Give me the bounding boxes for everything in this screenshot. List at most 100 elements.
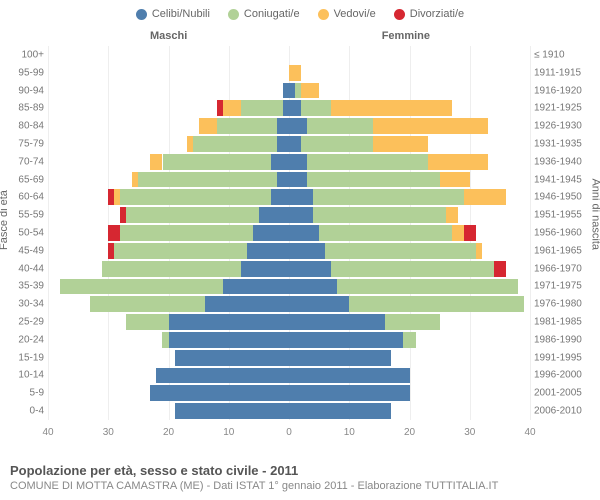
bar-segment bbox=[60, 279, 223, 295]
age-label: 75-79 bbox=[4, 138, 44, 149]
bar-segment bbox=[102, 261, 241, 277]
bar-segment bbox=[452, 225, 464, 241]
females-header: Femmine bbox=[382, 30, 430, 42]
legend-item: Vedovi/e bbox=[318, 8, 376, 20]
birth-year-label: 1971-1975 bbox=[534, 281, 596, 292]
bar-segment bbox=[289, 154, 307, 170]
bar-segment bbox=[307, 118, 373, 134]
age-label: 70-74 bbox=[4, 156, 44, 167]
age-row: 10-141996-2000 bbox=[48, 367, 530, 385]
age-label: 60-64 bbox=[4, 192, 44, 203]
bar-segment bbox=[289, 136, 301, 152]
age-row: 90-941916-1920 bbox=[48, 82, 530, 100]
bar-segment bbox=[90, 296, 204, 312]
bar-segment bbox=[271, 189, 289, 205]
bar-segment bbox=[163, 154, 271, 170]
bar-segment bbox=[205, 296, 289, 312]
bar-segment bbox=[289, 100, 301, 116]
bar-segment bbox=[169, 314, 290, 330]
males-header: Maschi bbox=[150, 30, 187, 42]
bar-segment bbox=[289, 118, 307, 134]
legend-swatch bbox=[228, 9, 239, 20]
age-label: 90-94 bbox=[4, 85, 44, 96]
bar-segment bbox=[385, 314, 439, 330]
bar-segment bbox=[114, 189, 120, 205]
bar-segment bbox=[313, 189, 464, 205]
bar-segment bbox=[241, 261, 289, 277]
bar-segment bbox=[464, 225, 476, 241]
bar-segment bbox=[114, 243, 247, 259]
chart-footer: Popolazione per età, sesso e stato civil… bbox=[10, 463, 590, 492]
bar-segment bbox=[289, 368, 410, 384]
age-label: 35-39 bbox=[4, 281, 44, 292]
age-row: 45-491961-1965 bbox=[48, 242, 530, 260]
age-label: 10-14 bbox=[4, 370, 44, 381]
bar-segment bbox=[223, 279, 289, 295]
birth-year-label: 1941-1945 bbox=[534, 174, 596, 185]
age-label: 0-4 bbox=[4, 406, 44, 417]
age-row: 55-591951-1955 bbox=[48, 206, 530, 224]
bar-segment bbox=[241, 100, 283, 116]
bar-segment bbox=[476, 243, 482, 259]
birth-year-label: 1931-1935 bbox=[534, 138, 596, 149]
bar-segment bbox=[313, 207, 446, 223]
age-row: 50-541956-1960 bbox=[48, 224, 530, 242]
bar-segment bbox=[289, 225, 319, 241]
age-row: 30-341976-1980 bbox=[48, 295, 530, 313]
bar-segment bbox=[108, 189, 114, 205]
bar-segment bbox=[217, 118, 277, 134]
age-row: 25-291981-1985 bbox=[48, 313, 530, 331]
age-row: 70-741936-1940 bbox=[48, 153, 530, 171]
bar-segment bbox=[307, 172, 440, 188]
bar-segment bbox=[331, 100, 452, 116]
bar-segment bbox=[301, 136, 373, 152]
bar-segment bbox=[120, 189, 271, 205]
bar-segment bbox=[277, 118, 289, 134]
bar-segment bbox=[138, 172, 277, 188]
bar-segment bbox=[120, 225, 253, 241]
bar-segment bbox=[289, 314, 385, 330]
bar-segment bbox=[175, 403, 289, 419]
birth-year-label: ≤ 1910 bbox=[534, 49, 596, 60]
birth-year-label: 1996-2000 bbox=[534, 370, 596, 381]
bar-segment bbox=[325, 243, 476, 259]
bar-segment bbox=[319, 225, 452, 241]
legend-swatch bbox=[136, 9, 147, 20]
bar-segment bbox=[337, 279, 518, 295]
bar-segment bbox=[289, 332, 403, 348]
birth-year-label: 1981-1985 bbox=[534, 317, 596, 328]
age-row: 0-42006-2010 bbox=[48, 402, 530, 420]
age-label: 50-54 bbox=[4, 227, 44, 238]
bar-segment bbox=[428, 154, 488, 170]
birth-year-label: 2006-2010 bbox=[534, 406, 596, 417]
legend-swatch bbox=[318, 9, 329, 20]
legend-item: Coniugati/e bbox=[228, 8, 300, 20]
age-row: 95-991911-1915 bbox=[48, 64, 530, 82]
bar-segment bbox=[301, 83, 319, 99]
bar-segment bbox=[446, 207, 458, 223]
bar-segment bbox=[289, 279, 337, 295]
bar-segment bbox=[373, 118, 487, 134]
legend-item: Celibi/Nubili bbox=[136, 8, 210, 20]
bar-segment bbox=[132, 172, 138, 188]
birth-year-label: 1986-1990 bbox=[534, 334, 596, 345]
bar-segment bbox=[217, 100, 223, 116]
birth-year-label: 1916-1920 bbox=[534, 85, 596, 96]
birth-year-label: 1961-1965 bbox=[534, 245, 596, 256]
age-label: 15-19 bbox=[4, 352, 44, 363]
birth-year-label: 1926-1930 bbox=[534, 121, 596, 132]
bar-segment bbox=[289, 207, 313, 223]
age-label: 85-89 bbox=[4, 103, 44, 114]
bar-segment bbox=[271, 154, 289, 170]
bar-segment bbox=[108, 225, 120, 241]
bar-segment bbox=[126, 314, 168, 330]
bar-segment bbox=[150, 385, 289, 401]
bar-segment bbox=[259, 207, 289, 223]
age-row: 35-391971-1975 bbox=[48, 278, 530, 296]
bar-segment bbox=[301, 100, 331, 116]
age-label: 55-59 bbox=[4, 210, 44, 221]
bar-segment bbox=[277, 136, 289, 152]
birth-year-label: 1921-1925 bbox=[534, 103, 596, 114]
bar-segment bbox=[169, 332, 290, 348]
bar-segment bbox=[193, 136, 277, 152]
